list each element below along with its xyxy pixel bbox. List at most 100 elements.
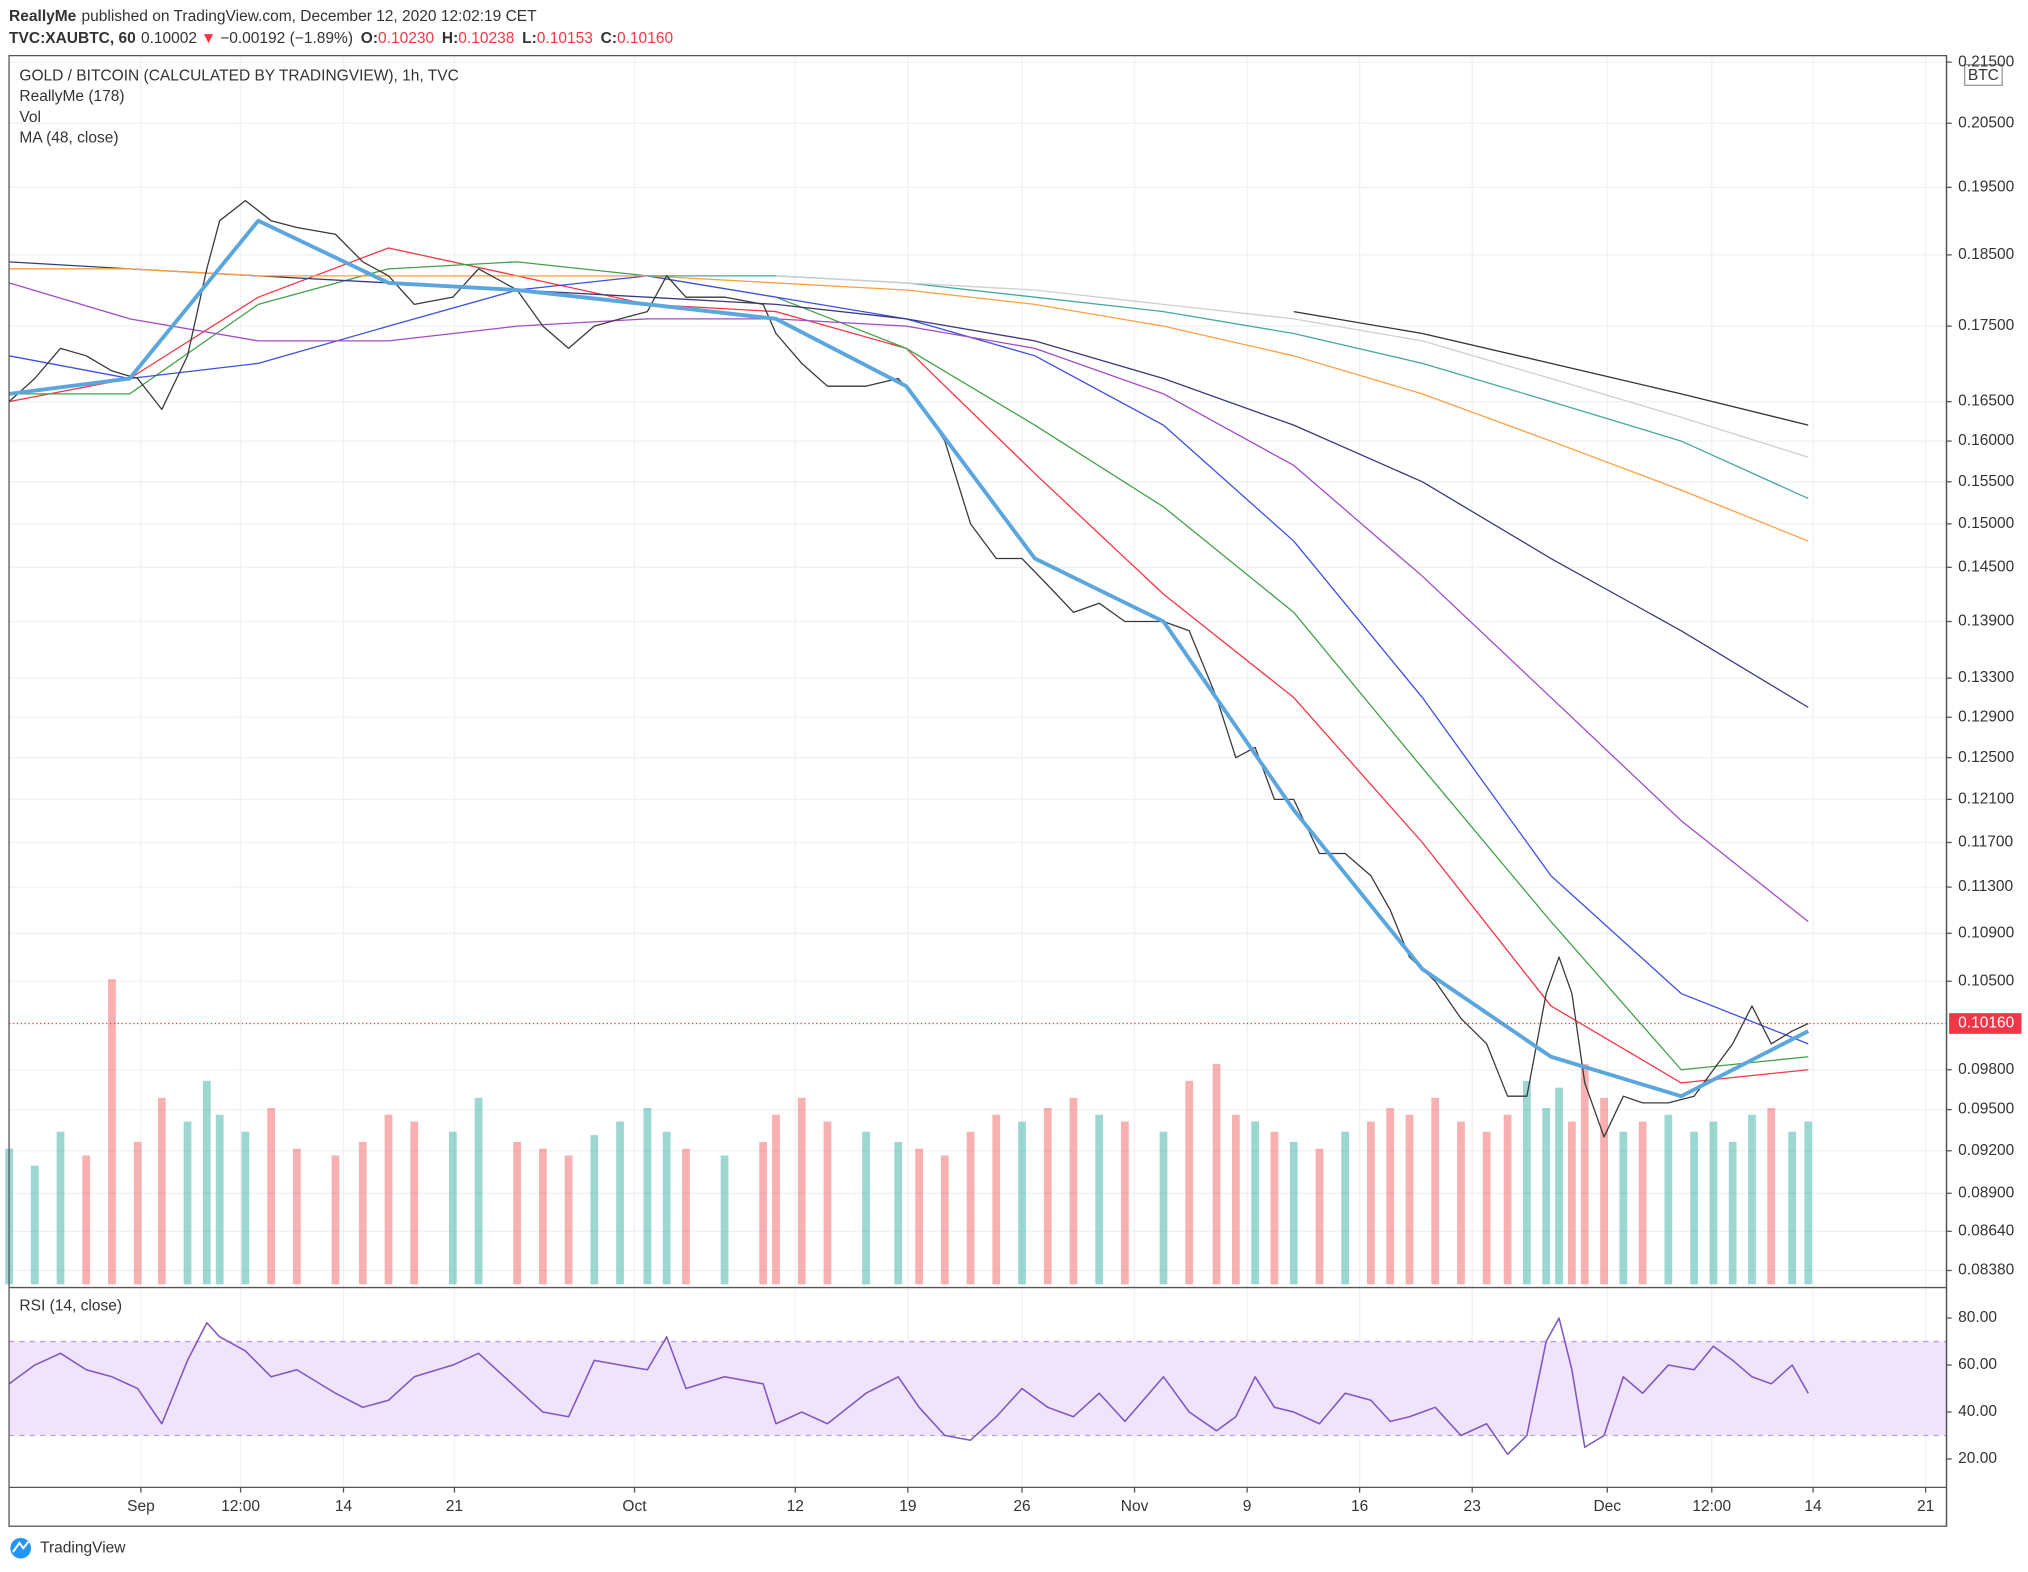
- currency-box: [1963, 64, 2003, 87]
- x-tick-label: 21: [1917, 1498, 1934, 1515]
- legend-ma: MA (48, close): [19, 129, 118, 146]
- last-price-label: 0.10160: [1958, 1015, 2014, 1032]
- volume-bar: [1457, 1121, 1465, 1285]
- volume-bar: [797, 1097, 806, 1285]
- volume-bar: [384, 1114, 393, 1285]
- indicator-line: [9, 261, 1809, 708]
- ohlc-value: 0.10238: [458, 30, 514, 47]
- footer-brand: TradingView: [40, 1539, 126, 1556]
- volume-bar: [538, 1148, 547, 1285]
- volume-bar: [1638, 1121, 1647, 1285]
- indicator-line: [8, 282, 1809, 923]
- rsi-band-layer: [9, 1340, 1947, 1437]
- y-tick-label: 0.12100: [1958, 790, 2014, 807]
- ohlc-label: O:: [361, 30, 378, 47]
- volume-bar: [1555, 1087, 1563, 1285]
- y-tick-label: 0.08380: [1958, 1262, 2014, 1279]
- y-tick-label: 0.20500: [1958, 114, 2014, 131]
- volume-bar: [894, 1141, 903, 1285]
- volume-bar: [1580, 1063, 1589, 1285]
- x-tick-label: 16: [1351, 1498, 1368, 1515]
- rsi-band: [9, 1341, 1947, 1436]
- last-price-box: [1949, 1013, 2022, 1034]
- y-tick-label: 0.13300: [1958, 669, 2014, 686]
- volume-bar: [1043, 1107, 1052, 1285]
- labels: 0.21500 0.20500 0.19500 0.18500 0.17500 0.165…: [127, 53, 2022, 1515]
- x-tick-label: Nov: [1121, 1498, 1149, 1515]
- volume-bar: [202, 1080, 211, 1285]
- volume-bar: [292, 1148, 301, 1285]
- volume-bar: [1289, 1141, 1298, 1285]
- volume-bar: [862, 1131, 870, 1285]
- legend-volume: Vol: [19, 109, 41, 126]
- volume-bar: [1503, 1114, 1512, 1285]
- legend-indicator: ReallyMe (178): [19, 88, 124, 105]
- volume-bar: [1251, 1121, 1260, 1285]
- ohlc-value: 0.10153: [537, 30, 593, 47]
- volume-bar: [1690, 1131, 1698, 1285]
- logo-icon: [10, 1537, 32, 1559]
- volume-bar: [966, 1131, 975, 1285]
- volume-bar: [1231, 1114, 1240, 1285]
- x-tick-label: 21: [446, 1498, 463, 1515]
- volume-bar: [1767, 1107, 1776, 1285]
- volume-bar: [1568, 1121, 1576, 1285]
- volume-bar: [448, 1131, 457, 1285]
- x-tick-label: 12:00: [1692, 1498, 1731, 1515]
- volume-bar: [1095, 1114, 1104, 1285]
- y-tick-label: 0.10500: [1958, 972, 2014, 989]
- ohlc-value: 0.10160: [617, 30, 673, 47]
- volume-bar: [1270, 1131, 1279, 1285]
- ohlc-label: C:: [601, 30, 617, 47]
- publisher: ReallyMe: [9, 8, 77, 25]
- lines: [8, 199, 1947, 1456]
- volume-bar: [1728, 1141, 1737, 1285]
- volume-bar: [1341, 1131, 1350, 1285]
- volume-bar: [1121, 1121, 1129, 1285]
- y-tick-label: 0.16000: [1958, 432, 2014, 449]
- volume-bar: [1709, 1121, 1718, 1285]
- volume-bar: [267, 1107, 276, 1285]
- x-tick-label: 12:00: [221, 1498, 260, 1515]
- volume-bar: [759, 1141, 768, 1285]
- x-tick-label: 9: [1243, 1498, 1252, 1515]
- y-tick-label: 0.12900: [1958, 708, 2014, 725]
- volume-bar: [1619, 1131, 1628, 1285]
- volume-bar: [940, 1155, 949, 1285]
- volume-bar: [1159, 1131, 1168, 1285]
- published: published on TradingView.com, December 1…: [82, 8, 538, 25]
- volume-bar: [410, 1121, 419, 1285]
- volume-bar: [474, 1097, 483, 1285]
- volume-bar: [183, 1121, 192, 1285]
- y-tick-label: 20.00: [1958, 1450, 1997, 1467]
- y-tick-label: 0.13900: [1958, 613, 2014, 630]
- footer-logo: [10, 1537, 32, 1559]
- y-tick-label: 0.10900: [1958, 924, 2014, 941]
- x-tick-label: Dec: [1593, 1498, 1621, 1515]
- ohlc-value: 0.10230: [378, 30, 434, 47]
- volume-bar: [992, 1114, 1001, 1285]
- volume-bar: [1542, 1107, 1551, 1285]
- volume-bar: [720, 1155, 729, 1285]
- y-tick-label: 80.00: [1958, 1309, 1997, 1326]
- volume-bar: [1367, 1121, 1375, 1285]
- volume-bar: [133, 1141, 142, 1285]
- pane-title: GOLD / BITCOIN (CALCULATED BY TRADINGVIE…: [19, 67, 458, 84]
- volume-bar: [823, 1121, 832, 1285]
- volume-bar: [331, 1155, 340, 1285]
- volume-bar: [358, 1141, 367, 1285]
- y-tick-label: 0.21500: [1958, 53, 2014, 70]
- indicator-line: [775, 275, 1809, 458]
- y-tick-label: 40.00: [1958, 1403, 1997, 1420]
- y-tick-label: 0.17500: [1958, 317, 2014, 334]
- last-price: 0.10002: [141, 30, 197, 47]
- y-tick-label: 0.11300: [1958, 878, 2013, 895]
- volume-bar: [1664, 1114, 1673, 1285]
- volume-bar: [1212, 1063, 1221, 1285]
- volume-bar: [662, 1131, 671, 1285]
- currency: BTC: [1968, 67, 1999, 84]
- volume-bar: [56, 1131, 65, 1285]
- volume-bar: [1405, 1114, 1414, 1285]
- volume-bar: [30, 1165, 39, 1285]
